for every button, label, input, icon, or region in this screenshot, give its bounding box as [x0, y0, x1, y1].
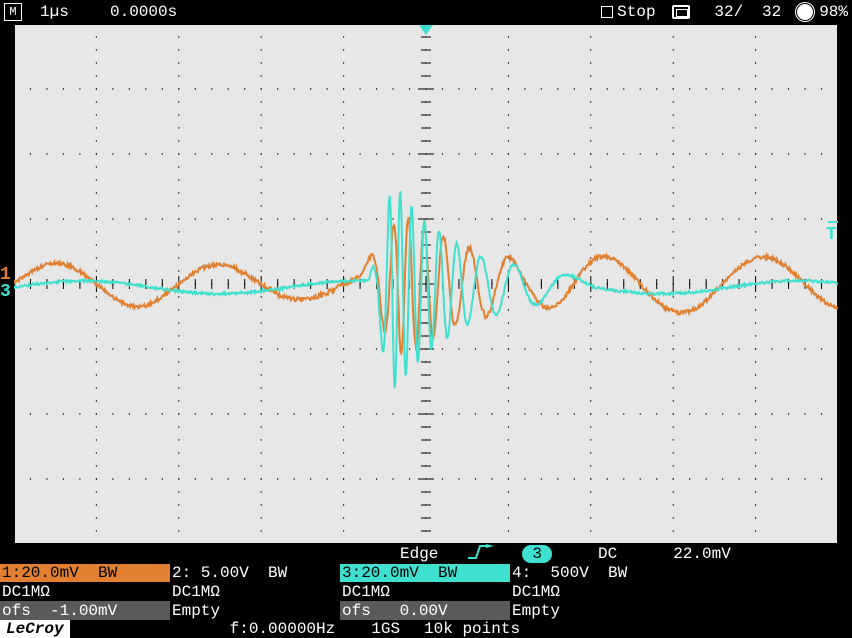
frame-separator: /	[734, 3, 744, 21]
waveform-svg	[14, 24, 838, 544]
trigger-channel[interactable]: 3	[522, 545, 552, 563]
trigger-coupling[interactable]: DC	[598, 545, 617, 563]
trigger-slope-icon[interactable]	[466, 544, 494, 565]
run-stop-button[interactable]: Stop	[601, 3, 655, 21]
sample-rate: 1GS	[371, 620, 400, 638]
channel-3-info[interactable]: 3:20.0mV BWDC1MΩofs 0.00V	[340, 564, 510, 620]
brand-logo: LeCroy	[0, 620, 70, 638]
channel-1-header[interactable]: 1:20.0mV BW	[0, 564, 170, 582]
frame-total: 32	[743, 3, 781, 21]
timebase-value[interactable]: 1µs	[40, 3, 110, 21]
trigger-type[interactable]: Edge	[400, 545, 438, 563]
brightness-icon[interactable]	[797, 4, 813, 20]
channel-info-row: 1:20.0mV BWDC1MΩofs -1.00mV2: 5.00V BWDC…	[0, 564, 852, 620]
brightness-value: 98%	[819, 3, 848, 21]
stop-icon	[601, 6, 613, 18]
channel-4-header[interactable]: 4: 500V BW	[510, 564, 680, 582]
trigger-level-marker: T	[826, 228, 837, 242]
channel-2-header[interactable]: 2: 5.00V BW	[170, 564, 340, 582]
delay-value[interactable]: 0.0000s	[110, 3, 177, 21]
record-length: 10k points	[424, 620, 520, 638]
top-toolbar: M 1µs 0.0000s Stop 32 / 32 98%	[0, 0, 852, 24]
channel-3-marker: 3	[0, 285, 11, 299]
channel-1-marker: 1	[0, 268, 11, 282]
trigger-info: Edge 3 DC 22.0mV	[14, 544, 838, 564]
channel-1-info[interactable]: 1:20.0mV BWDC1MΩofs -1.00mV	[0, 564, 170, 620]
channel-2-offset: Empty	[170, 601, 340, 620]
trigger-frequency: f:0.00000Hz	[230, 620, 336, 638]
channel-1-coupling: DC1MΩ	[0, 582, 170, 601]
channel-4-coupling: DC1MΩ	[510, 582, 680, 601]
frame-current: 32	[700, 3, 734, 21]
memory-icon: M	[4, 3, 22, 21]
channel-4-offset: Empty	[510, 601, 680, 620]
run-state-label: Stop	[617, 3, 655, 21]
trigger-level[interactable]: 22.0mV	[673, 545, 731, 563]
channel-3-coupling: DC1MΩ	[340, 582, 510, 601]
channel-2-info[interactable]: 2: 5.00V BWDC1MΩEmpty	[170, 564, 340, 620]
bottom-status-bar: LeCroy f:0.00000Hz 1GS 10k points	[0, 620, 852, 638]
channel-2-coupling: DC1MΩ	[170, 582, 340, 601]
waveform-display[interactable]: 1 3 T	[14, 24, 838, 544]
channel-3-offset: ofs 0.00V	[340, 601, 510, 620]
channel-3-header[interactable]: 3:20.0mV BW	[340, 564, 510, 582]
capture-icon[interactable]	[672, 5, 690, 19]
channel-1-offset: ofs -1.00mV	[0, 601, 170, 620]
channel-4-info[interactable]: 4: 500V BWDC1MΩEmpty	[510, 564, 680, 620]
